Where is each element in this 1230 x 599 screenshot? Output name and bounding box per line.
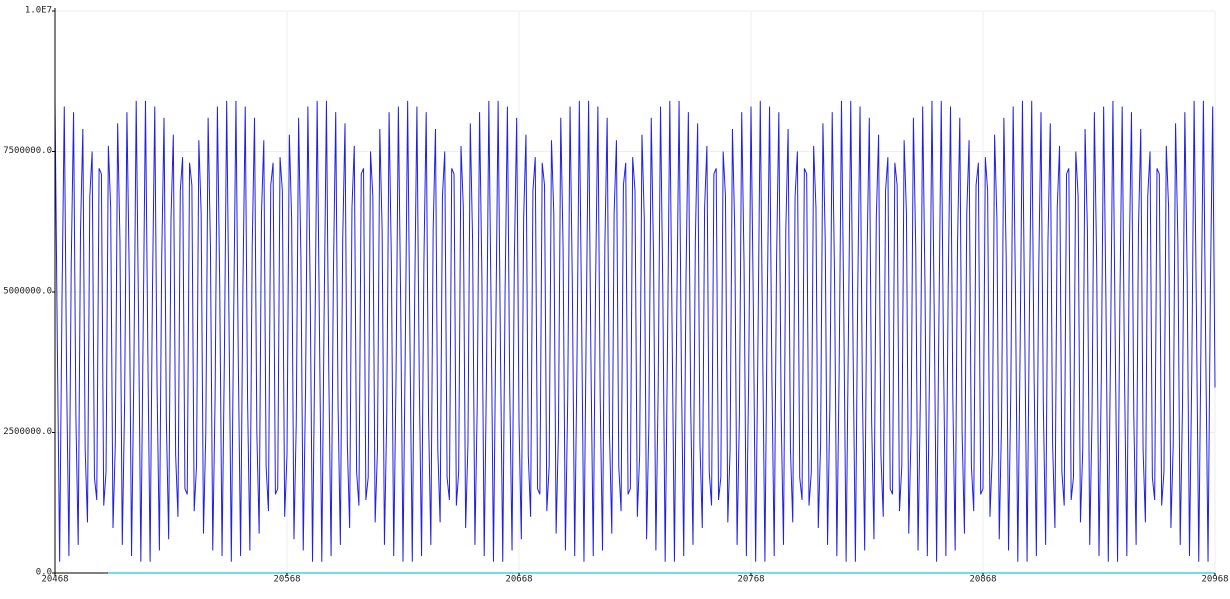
- x-tick-label: 20568: [273, 575, 300, 585]
- y-tick-label: 7500000.0: [3, 146, 52, 156]
- data-line: [54, 100, 1216, 562]
- y-tick-label: 1.0E7: [25, 6, 52, 16]
- plot-area: [54, 100, 1216, 562]
- x-tick-label: 20468: [41, 575, 68, 585]
- y-tick-label: 5000000.0: [3, 287, 52, 297]
- x-tick-label: 20668: [505, 575, 532, 585]
- x-tick-label: 20868: [969, 575, 996, 585]
- y-tick-label: 0.0: [36, 568, 52, 578]
- x-tick-label: 20968: [1201, 575, 1228, 585]
- y-tick-label: 2500000.0: [3, 427, 52, 437]
- x-tick-label: 20768: [737, 575, 764, 585]
